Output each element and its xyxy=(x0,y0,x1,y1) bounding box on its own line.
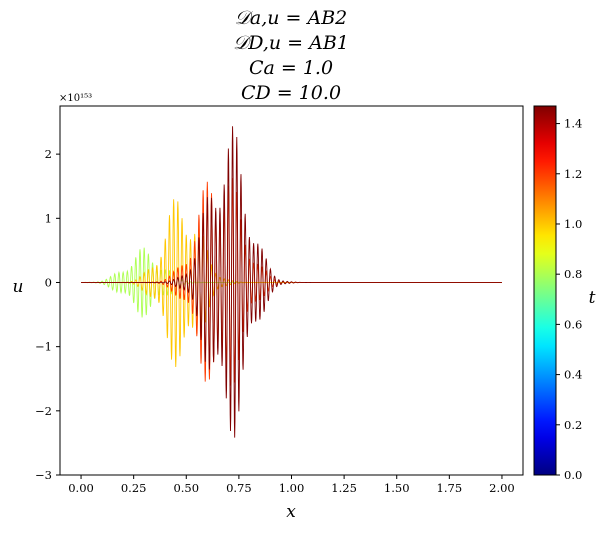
series-line xyxy=(81,199,502,368)
x-tick-label: 0.50 xyxy=(173,481,199,495)
plot-area xyxy=(59,105,524,476)
x-tick-label: 0.25 xyxy=(121,481,147,495)
x-tick-label: 1.00 xyxy=(279,481,305,495)
y-tick-label: 0 xyxy=(45,275,52,289)
colorbar-ticks: 0.0 0.2 0.4 0.6 0.8 1.0 1.2 1.4 xyxy=(556,117,582,482)
x-tick-label: 1.25 xyxy=(331,481,357,495)
y-tick-label: −2 xyxy=(35,404,52,418)
colorbar-tick-label: 1.0 xyxy=(564,217,582,231)
x-axis-label: x xyxy=(286,502,296,522)
x-tick-label: 1.50 xyxy=(384,481,410,495)
x-tick-label: 0.75 xyxy=(226,481,252,495)
colorbar-tick-label: 1.2 xyxy=(564,167,582,181)
x-tick-label: 1.75 xyxy=(437,481,463,495)
colorbar-tick-label: 0.2 xyxy=(564,418,582,432)
title-line-4: CD = 10.0 xyxy=(241,82,341,104)
y-scale-exponent: ×10¹⁵³ xyxy=(59,93,92,104)
colorbar-tick-label: 0.4 xyxy=(564,368,582,382)
chart-title: 𝒟a,u = AB2 𝒟D,u = AB1 Ca = 1.0 CD = 10.0 xyxy=(233,7,349,104)
y-axis-label: u xyxy=(13,277,24,297)
colorbar-gradient xyxy=(533,105,557,476)
title-line-1: 𝒟a,u = AB2 xyxy=(235,7,348,29)
y-tick-label: −1 xyxy=(35,340,52,354)
title-line-3: Ca = 1.0 xyxy=(249,57,333,79)
colorbar-tick-label: 1.4 xyxy=(564,117,582,131)
colorbar-tick-label: 0.0 xyxy=(564,468,582,482)
series-group xyxy=(81,126,502,438)
colorbar: 0.0 0.2 0.4 0.6 0.8 1.0 1.2 1.4 t xyxy=(533,105,596,482)
plot-frame xyxy=(59,105,524,476)
y-tick-label: 2 xyxy=(45,147,52,161)
y-tick-label: 1 xyxy=(45,211,52,225)
colorbar-tick-label: 0.6 xyxy=(564,317,582,331)
y-tick-label: −3 xyxy=(35,468,52,482)
series-line xyxy=(81,126,502,438)
y-axis: −3 −2 −1 0 1 2 xyxy=(35,147,60,482)
colorbar-tick-label: 0.8 xyxy=(564,267,582,281)
x-tick-label: 2.00 xyxy=(489,481,515,495)
x-axis: 0.00 0.25 0.50 0.75 1.00 1.25 1.50 1.75 2.00 xyxy=(68,475,515,495)
colorbar-label: t xyxy=(589,288,596,308)
x-tick-label: 0.00 xyxy=(68,481,94,495)
title-line-2: 𝒟D,u = AB1 xyxy=(233,32,349,54)
